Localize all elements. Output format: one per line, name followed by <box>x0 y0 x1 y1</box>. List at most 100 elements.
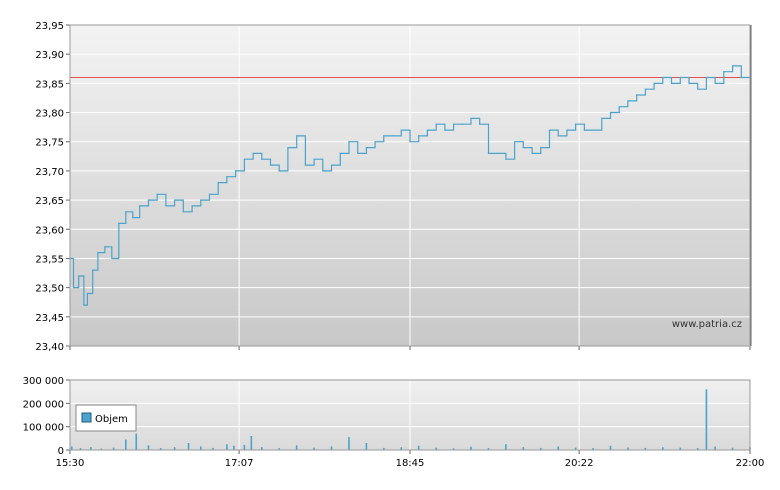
volume-bar <box>135 433 138 450</box>
price-point <box>200 199 202 201</box>
price-point <box>111 257 113 260</box>
price-point <box>592 129 594 131</box>
price-point <box>731 65 734 67</box>
price-point <box>679 76 681 79</box>
price-point <box>182 211 184 213</box>
price-point <box>540 146 542 149</box>
price-point <box>125 211 127 213</box>
volume-bar <box>199 446 202 450</box>
price-point <box>566 129 568 131</box>
price-point <box>723 71 725 73</box>
price-point <box>348 141 350 143</box>
price-point <box>278 170 280 172</box>
volume-bar <box>539 447 542 450</box>
price-series-line <box>70 65 750 306</box>
price-series-group <box>69 65 751 306</box>
price-point <box>400 129 402 131</box>
price-point <box>496 152 498 154</box>
price-point <box>601 117 603 119</box>
volume-legend: Objem <box>75 404 137 432</box>
price-point <box>505 158 507 160</box>
volume-bar <box>505 444 507 450</box>
price-point <box>78 275 80 277</box>
volume-bar <box>435 447 437 450</box>
volume-bar <box>100 448 103 450</box>
volume-bar <box>124 439 127 450</box>
price-grid <box>69 24 751 347</box>
price-point <box>470 117 472 119</box>
price-point <box>531 152 533 154</box>
price-point <box>139 205 141 207</box>
price-point <box>243 158 245 160</box>
price-point <box>339 152 341 154</box>
volume-bar <box>714 446 716 450</box>
volume-bar <box>233 445 235 450</box>
price-ytick-label: 23,40 <box>35 342 64 353</box>
volume-xtick-label: 20:22 <box>565 458 594 469</box>
price-point <box>86 292 89 295</box>
price-panel-border <box>69 24 751 347</box>
volume-y-axis: 0 100 000 200 000 300 000 <box>23 376 70 457</box>
volume-xtick-label: 15:30 <box>56 458 85 469</box>
price-point <box>365 146 368 149</box>
price-y-axis: 23,40 23,45 23,50 23,55 23,60 23,65 23,70 23,75… <box>35 21 70 353</box>
volume-bar <box>212 447 214 450</box>
price-point <box>662 76 664 79</box>
volume-bar <box>383 447 385 450</box>
price-point <box>548 129 551 131</box>
price-point <box>522 146 524 149</box>
volume-bar <box>452 448 455 450</box>
price-point <box>165 205 167 207</box>
volume-bar <box>79 448 82 450</box>
volume-bar <box>250 436 253 450</box>
price-point <box>132 217 134 219</box>
volume-bar <box>260 447 263 450</box>
volume-ytick-label: 200 000 <box>23 399 64 410</box>
volume-bar <box>147 445 150 450</box>
price-x-axis <box>69 346 751 350</box>
volume-xtick-label: 22:00 <box>736 458 765 469</box>
price-ytick-label: 23,50 <box>35 284 64 295</box>
price-ytick-label: 23,55 <box>35 254 64 265</box>
price-point <box>740 76 742 79</box>
price-point <box>374 141 376 143</box>
price-point <box>357 152 359 154</box>
price-point <box>452 123 455 125</box>
volume-panel-border <box>69 379 751 451</box>
price-point <box>174 199 176 201</box>
volume-ytick-label: 100 000 <box>23 423 64 434</box>
volume-bar <box>243 444 246 450</box>
price-point <box>618 106 620 108</box>
price-point <box>322 170 324 172</box>
price-ytick-label: 23,95 <box>35 21 64 32</box>
volume-bar <box>90 447 92 450</box>
price-point <box>514 141 516 143</box>
price-point <box>104 246 106 248</box>
price-point <box>487 152 490 154</box>
volume-bar <box>278 448 281 450</box>
volume-bar <box>644 447 647 450</box>
price-ytick-label: 23,85 <box>35 79 64 90</box>
price-ytick-label: 23,90 <box>35 50 64 61</box>
volume-bar <box>70 446 73 450</box>
price-point <box>261 158 263 160</box>
price-point <box>697 88 699 90</box>
price-ytick-label: 23,80 <box>35 109 64 120</box>
volume-bar <box>609 445 612 450</box>
price-point <box>147 199 150 201</box>
price-point <box>208 193 211 195</box>
volume-bar <box>679 447 682 450</box>
price-point <box>426 129 429 131</box>
price-point <box>644 88 646 90</box>
volume-bar <box>313 447 315 450</box>
volume-ytick-label: 0 <box>58 446 64 457</box>
price-point <box>435 123 437 125</box>
price-point <box>83 304 85 306</box>
price-ytick-label: 23,65 <box>35 196 64 207</box>
price-point <box>609 111 612 114</box>
price-ytick-label: 23,70 <box>35 167 64 178</box>
volume-bar <box>187 443 190 450</box>
volume-bar <box>348 437 350 450</box>
volume-bar <box>731 447 734 450</box>
